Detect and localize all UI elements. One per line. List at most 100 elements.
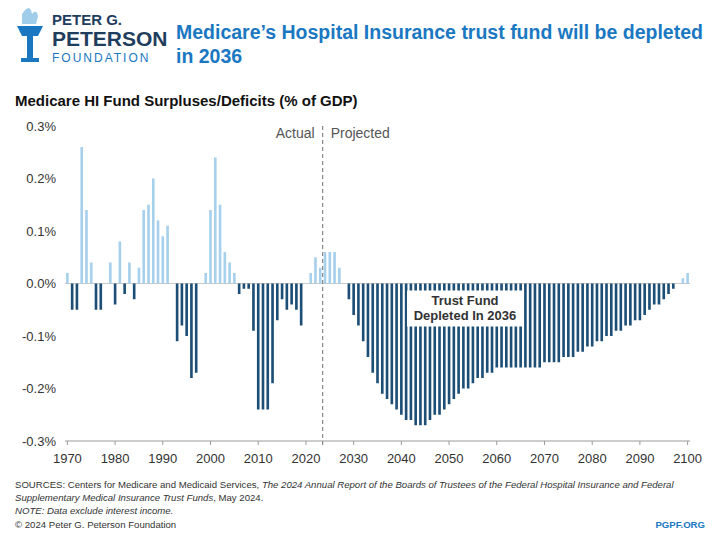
bar [610, 284, 613, 337]
x-tick-label: 2090 [625, 451, 654, 466]
footer-text: SOURCES: Centers for Medicare and Medica… [15, 479, 262, 490]
bar [395, 284, 398, 410]
y-tick [61, 178, 65, 179]
bar [185, 284, 188, 337]
y-tick-label: 0.0% [26, 276, 56, 291]
bar [247, 284, 250, 289]
x-tick-label: 1970 [53, 451, 82, 466]
bar [524, 284, 527, 368]
x-tick [639, 441, 640, 445]
bar [271, 284, 274, 384]
bar [591, 284, 594, 347]
bar [257, 284, 260, 410]
bar [281, 284, 284, 300]
bar [371, 284, 374, 373]
bar [667, 284, 670, 295]
bar [305, 283, 308, 284]
x-tick [353, 441, 354, 445]
bar [228, 263, 231, 284]
subtitle: Medicare HI Fund Surpluses/Deficits (% o… [15, 92, 358, 109]
bar [319, 268, 322, 284]
logo-base [21, 58, 39, 62]
divider-label: Actual [276, 125, 315, 141]
sources: SOURCES: Centers for Medicare and Medica… [15, 478, 705, 504]
bar [557, 284, 560, 363]
y-tick-label: -0.2% [22, 381, 56, 396]
bar [662, 284, 665, 300]
bar [534, 284, 537, 368]
x-tick [162, 441, 163, 445]
x-tick-label: 2040 [387, 451, 416, 466]
bar [648, 284, 651, 310]
page: {"logo": {"lines": ["PETER G.", "PETERSO… [0, 0, 720, 540]
logo-text: PETER G. [52, 11, 122, 28]
bar [290, 284, 293, 305]
bar [109, 263, 112, 284]
bar [85, 210, 88, 284]
bar [605, 284, 608, 337]
bar [128, 263, 131, 284]
x-tick-label: 2050 [435, 451, 464, 466]
x-tick-label: 2060 [482, 451, 511, 466]
annotation-text: Trust Fund [431, 293, 498, 308]
bar [190, 284, 193, 379]
bar [204, 273, 207, 284]
bar [376, 284, 379, 384]
bar [324, 252, 327, 284]
x-axis: 1970198019902000201020202030204020502060… [53, 441, 702, 466]
y-tick-label: 0.1% [26, 224, 56, 239]
bar [104, 283, 107, 284]
bar [133, 284, 136, 300]
x-tick [305, 441, 306, 445]
divider-label: Projected [331, 125, 390, 141]
x-tick [449, 441, 450, 445]
x-tick-label: 1980 [101, 451, 130, 466]
bar [262, 284, 265, 410]
bar [543, 284, 546, 363]
y-tick [61, 283, 65, 284]
bar [581, 284, 584, 352]
bar [95, 284, 98, 310]
bar [114, 284, 117, 305]
y-axis: -0.3%-0.2%-0.1%0.0%0.1%0.2%0.3% [22, 119, 65, 449]
bar [629, 284, 632, 326]
bar [161, 236, 164, 283]
bar [119, 242, 122, 284]
site: PGPF.ORG [655, 518, 705, 531]
x-tick-label: 2020 [291, 451, 320, 466]
bar [567, 284, 570, 358]
y-tick-label: -0.3% [22, 434, 56, 449]
bar [338, 268, 341, 284]
chart-svg: PETER G.PETERSONFOUNDATIONMedicare’s Hos… [0, 0, 720, 540]
logo-text: PETERSON [52, 27, 168, 50]
title-line: in 2036 [176, 45, 242, 67]
bar [176, 284, 179, 342]
logo: PETER G.PETERSONFOUNDATION [17, 8, 168, 65]
bar [348, 284, 351, 300]
bar [123, 284, 126, 295]
y-tick-label: -0.1% [22, 329, 56, 344]
bar [233, 273, 236, 284]
bar [658, 284, 661, 305]
bar [677, 283, 680, 284]
bar [276, 284, 279, 321]
bar [572, 284, 575, 358]
bar [596, 284, 599, 342]
note: NOTE: Data exclude interest income. [15, 504, 173, 517]
bar [171, 283, 174, 284]
bar [152, 179, 155, 284]
x-tick [115, 441, 116, 445]
bar [381, 284, 384, 394]
bar [90, 263, 93, 284]
bar [266, 284, 269, 410]
y-tick [61, 126, 65, 127]
y-tick-label: 0.2% [26, 171, 56, 186]
bar [639, 284, 642, 321]
x-tick [687, 441, 688, 445]
bar [243, 284, 246, 289]
x-tick [258, 441, 259, 445]
y-tick [61, 336, 65, 337]
annotation: Trust FundDepleted In 2036 [407, 291, 523, 327]
x-tick-label: 2080 [578, 451, 607, 466]
bar [624, 284, 627, 326]
